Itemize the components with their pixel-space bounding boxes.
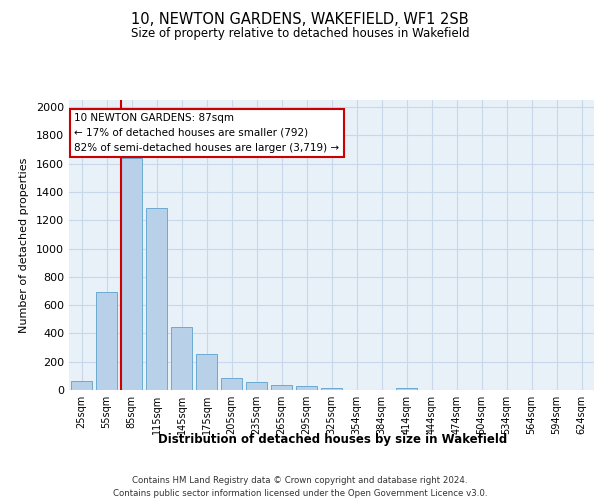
Bar	[271, 384, 292, 390]
Text: Distribution of detached houses by size in Wakefield: Distribution of detached houses by size …	[158, 432, 508, 446]
Bar	[321, 388, 342, 390]
Bar	[196, 354, 217, 390]
Text: Contains HM Land Registry data © Crown copyright and database right 2024.: Contains HM Land Registry data © Crown c…	[132, 476, 468, 485]
Bar	[246, 382, 267, 390]
Bar	[396, 388, 417, 390]
Bar	[221, 378, 242, 390]
Text: 10, NEWTON GARDENS, WAKEFIELD, WF1 2SB: 10, NEWTON GARDENS, WAKEFIELD, WF1 2SB	[131, 12, 469, 28]
Text: Contains public sector information licensed under the Open Government Licence v3: Contains public sector information licen…	[113, 489, 487, 498]
Text: Size of property relative to detached houses in Wakefield: Size of property relative to detached ho…	[131, 28, 469, 40]
Bar	[296, 386, 317, 390]
Bar	[71, 381, 92, 390]
Bar	[146, 208, 167, 390]
Bar	[171, 327, 192, 390]
Bar	[96, 292, 117, 390]
Text: 10 NEWTON GARDENS: 87sqm
← 17% of detached houses are smaller (792)
82% of semi-: 10 NEWTON GARDENS: 87sqm ← 17% of detach…	[74, 113, 340, 152]
Y-axis label: Number of detached properties: Number of detached properties	[19, 158, 29, 332]
Bar	[121, 158, 142, 390]
